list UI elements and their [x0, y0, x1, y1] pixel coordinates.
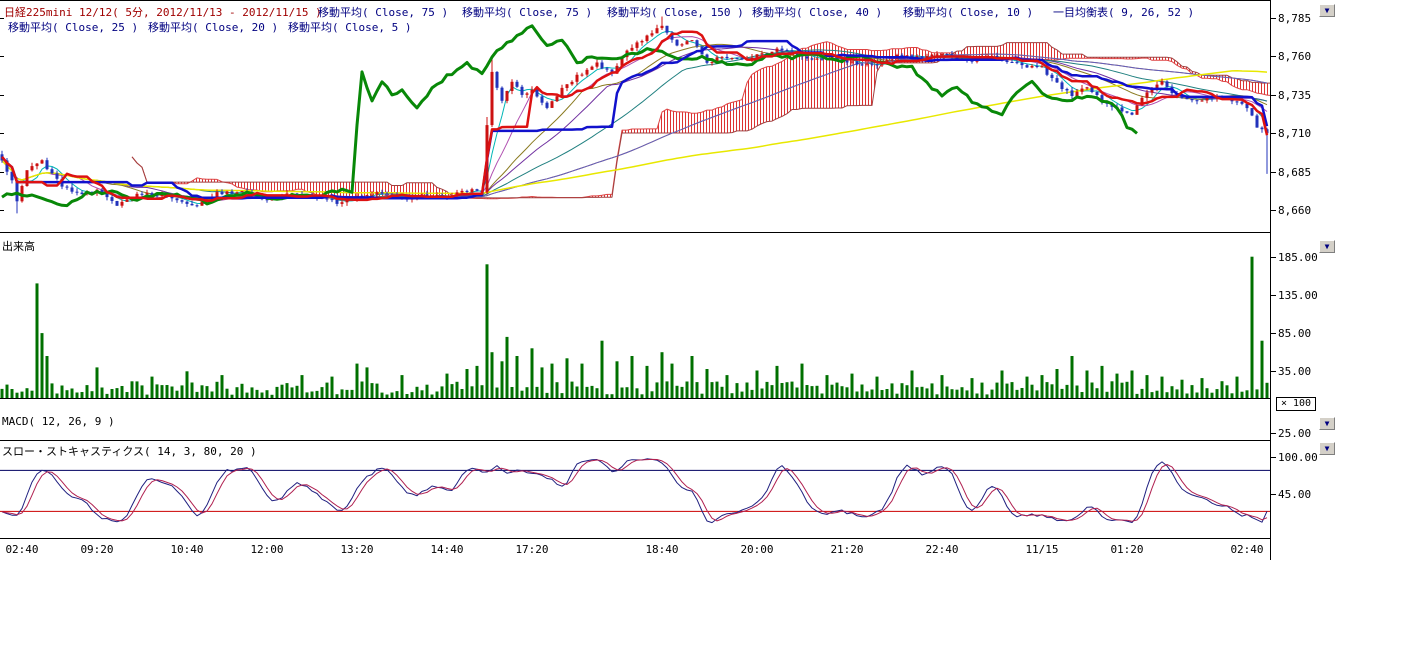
axis-tick: [1270, 371, 1276, 372]
time-axis-label: 13:20: [340, 543, 374, 556]
time-axis-label: 11/15: [1025, 543, 1059, 556]
axis-tick: [1270, 210, 1276, 211]
axis-tick: [1270, 494, 1276, 495]
time-axis-label: 10:40: [170, 543, 204, 556]
arrow-down-icon: ▼: [1324, 444, 1330, 453]
ichimoku-cloud: [131, 41, 1270, 200]
time-axis-label: 18:40: [645, 543, 679, 556]
time-axis-label: 21:20: [830, 543, 864, 556]
indicator-label-ma5: 移動平均( Close, 5 ): [288, 21, 412, 34]
time-axis-label: 09:20: [80, 543, 114, 556]
axis-label: 45.00: [1278, 488, 1312, 501]
time-axis-label: 17:20: [515, 543, 549, 556]
indicator-label-ichimoku: 一目均衡表( 9, 26, 52 ): [1053, 6, 1195, 19]
axis-tick: [0, 133, 4, 134]
axis-tick: [1270, 133, 1276, 134]
price-panel[interactable]: 日経225mini 12/12( 5分, 2012/11/13 - 2012/1…: [0, 0, 1270, 233]
axis-label: 25.00: [1278, 427, 1312, 440]
axis-tick: [0, 95, 4, 96]
stoch-k-line: [1, 458, 1268, 524]
indicator-label-ma25: 移動平均( Close, 25 ): [8, 21, 139, 34]
axis-tick: [0, 18, 4, 19]
stochastics-panel[interactable]: スロー・ストキャスティクス( 14, 3, 80, 20 ): [0, 441, 1270, 539]
axis-tick: [1270, 257, 1276, 258]
macd-panel-scroll-down-button[interactable]: ▼: [1319, 417, 1335, 430]
volume-bars: [0, 256, 1269, 398]
indicator-label-ma75-1: 移動平均( Close, 75 ): [318, 6, 449, 19]
time-axis: 02:40 09:20 10:40 12:00 13:20 14:40 17:20 18:40…: [0, 543, 1290, 559]
axis-label: 135.00: [1278, 289, 1318, 302]
axis-tick: [0, 210, 4, 211]
axis-tick: [0, 172, 4, 173]
axis-tick: [1270, 333, 1276, 334]
macd-panel[interactable]: MACD( 12, 26, 9 ): [0, 399, 1270, 441]
stoch-panel-scroll-down-button[interactable]: ▼: [1319, 442, 1335, 455]
kijun-line: [1, 39, 1269, 200]
volume-chart: [0, 256, 1269, 398]
candles-layer: [0, 16, 1269, 214]
indicator-label-ma150: 移動平均( Close, 150 ): [607, 6, 744, 19]
volume-panel[interactable]: 出来高: [0, 233, 1270, 399]
axis-tick: [1270, 433, 1276, 434]
candlestick-chart: [0, 16, 1270, 214]
axis-label: 35.00: [1278, 365, 1312, 378]
volume-scale-badge: × 100: [1276, 397, 1316, 411]
indicator-header: 日経225mini 12/12( 5分, 2012/11/13 - 2012/1…: [0, 1, 1270, 35]
arrow-down-icon: ▼: [1324, 242, 1330, 251]
stochastics-chart: [0, 458, 1270, 524]
indicator-label-ma10: 移動平均( Close, 10 ): [903, 6, 1034, 19]
axis-label: 8,710: [1278, 127, 1312, 140]
time-axis-label: 12:00: [250, 543, 284, 556]
time-axis-label: 22:40: [925, 543, 959, 556]
axis-label: 8,685: [1278, 166, 1312, 179]
axis-label: 8,760: [1278, 50, 1312, 63]
time-axis-label: 01:20: [1110, 543, 1144, 556]
ma-line-150: [1, 69, 1268, 195]
time-axis-label: 02:40: [1230, 543, 1264, 556]
indicator-label-ma75-2: 移動平均( Close, 75 ): [462, 6, 593, 19]
time-axis-label: 02:40: [5, 543, 39, 556]
volume-panel-scroll-down-button[interactable]: ▼: [1319, 240, 1335, 253]
price-panel-scroll-down-button[interactable]: ▼: [1319, 4, 1335, 17]
axis-tick: [1270, 95, 1276, 96]
axis-tick: [1270, 457, 1276, 458]
axis-tick: [1270, 56, 1276, 57]
axis-label: 8,735: [1278, 89, 1312, 102]
panel-right-border: [1270, 0, 1271, 560]
ma-line-40: [1, 49, 1268, 198]
axis-label: 100.00: [1278, 451, 1318, 464]
stochastics-label: スロー・ストキャスティクス( 14, 3, 80, 20 ): [2, 445, 257, 458]
indicator-label-ma40: 移動平均( Close, 40 ): [752, 6, 883, 19]
axis-label: 8,785: [1278, 12, 1312, 25]
axis-tick: [1270, 18, 1276, 19]
chart-title: 日経225mini 12/12( 5分, 2012/11/13 - 2012/1…: [4, 6, 322, 19]
senkou-b-line: [131, 42, 1270, 199]
tenkan-line: [1, 30, 1269, 203]
arrow-down-icon: ▼: [1324, 6, 1330, 15]
macd-label: MACD( 12, 26, 9 ): [2, 415, 115, 428]
axis-tick: [1270, 172, 1276, 173]
time-axis-label: 14:40: [430, 543, 464, 556]
ma-line-25: [1, 46, 1268, 199]
arrow-down-icon: ▼: [1324, 419, 1330, 428]
indicator-label-ma20: 移動平均( Close, 20 ): [148, 21, 279, 34]
axis-tick: [0, 56, 4, 57]
axis-label: 8,660: [1278, 204, 1312, 217]
time-axis-label: 20:00: [740, 543, 774, 556]
ma-line-20: [1, 43, 1268, 200]
axis-tick: [1270, 295, 1276, 296]
volume-label: 出来高: [2, 240, 35, 253]
axis-label: 185.00: [1278, 251, 1318, 264]
stoch-d-line: [1, 458, 1268, 522]
axis-label: 85.00: [1278, 327, 1312, 340]
